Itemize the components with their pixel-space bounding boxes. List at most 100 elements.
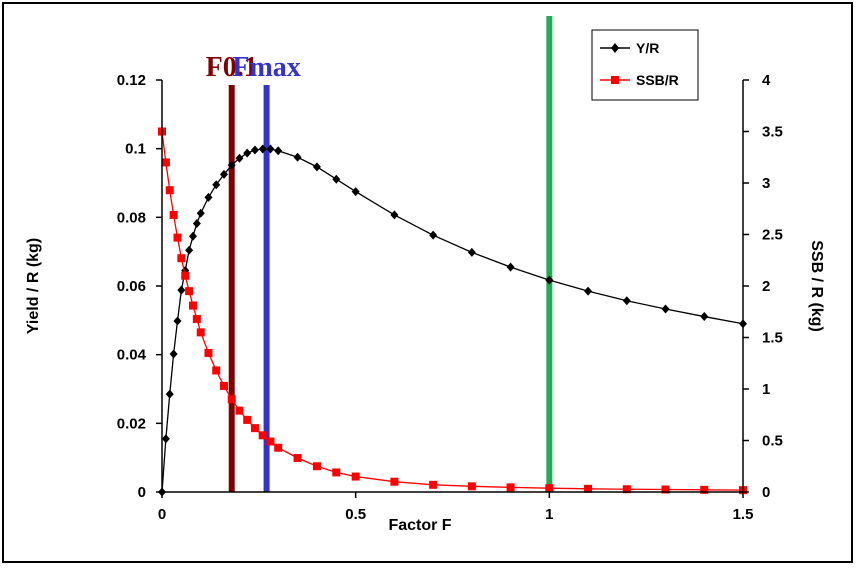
- ssbr-point: [243, 415, 252, 424]
- series-line-yr: [161, 148, 744, 493]
- ssbr-point: [173, 233, 182, 242]
- ssbr-point: [467, 482, 476, 491]
- yr-point: [467, 247, 476, 257]
- ssbr-point: [258, 431, 267, 440]
- yr-point: [196, 208, 205, 218]
- yr-point: [661, 304, 670, 314]
- right-y-tick-label: 4: [762, 72, 771, 89]
- right-y-tick-label: 2: [762, 278, 770, 295]
- legend-box: [591, 29, 699, 101]
- yr-point: [212, 180, 221, 190]
- ssbr-point: [700, 485, 709, 494]
- yr-point: [293, 152, 302, 162]
- ssbr-point: [584, 484, 593, 493]
- yr-point: [390, 210, 399, 220]
- ssbr-point: [390, 477, 399, 486]
- x-tick-label: 0: [158, 506, 166, 523]
- yr-point: [219, 169, 228, 179]
- left-y-tick-label: 0: [138, 484, 146, 501]
- legend-marker: [611, 76, 619, 84]
- yr-point: [192, 219, 201, 229]
- yr-point: [204, 192, 213, 202]
- right-y-tick-label: 2.5: [762, 227, 783, 244]
- ssbr-point: [192, 314, 201, 323]
- left-y-tick-label: 0.1: [125, 141, 146, 158]
- ssbr-point: [266, 437, 275, 446]
- yr-point: [312, 162, 321, 172]
- yr-point: [506, 262, 515, 272]
- ssbr-point: [661, 485, 670, 494]
- yr-point: [177, 285, 186, 295]
- left-y-tick-label: 0.02: [117, 415, 146, 432]
- ssbr-point: [351, 472, 360, 481]
- reference-line-label: Fmax: [232, 52, 300, 83]
- ssbr-point: [332, 468, 341, 477]
- ssbr-point: [506, 483, 515, 492]
- yr-point: [258, 144, 267, 154]
- x-axis-title: Factor F: [388, 517, 451, 534]
- yr-point: [429, 230, 438, 240]
- ssbr-point: [196, 328, 205, 337]
- right-y-tick-label: 1.5: [762, 330, 783, 347]
- chart-frame: [2, 2, 853, 563]
- x-tick-label: 1: [545, 506, 553, 523]
- yr-point: [622, 296, 631, 306]
- yr-point: [185, 245, 194, 255]
- ssbr-point: [250, 424, 259, 433]
- yr-point: [545, 275, 554, 285]
- ssbr-point: [622, 485, 631, 494]
- ticks: 0 0.5 1 1.5 0 0.02 0.04 0.06 0.08 0.1 0.12 0 0.5 1 1.5…: [117, 72, 783, 523]
- yr-point: [250, 145, 259, 155]
- ssbr-point: [188, 301, 197, 310]
- yr-point: [584, 286, 593, 296]
- ssbr-point: [219, 381, 228, 390]
- ssbr-point: [165, 186, 174, 195]
- right-y-tick-label: 3: [762, 175, 770, 192]
- ssbr-point: [235, 406, 244, 415]
- yr-point: [169, 349, 178, 359]
- legend: Y/R SSB/R: [591, 29, 699, 101]
- yr-point: [700, 312, 709, 322]
- left-y-axis-title: Yield / R (kg): [25, 238, 42, 334]
- ssbr-point: [161, 158, 170, 167]
- yr-point: [235, 153, 244, 163]
- ssbr-point: [274, 443, 283, 452]
- series-line-ssbr: [161, 131, 744, 491]
- legend-label: SSB/R: [636, 72, 679, 88]
- ssbr-point: [429, 480, 438, 489]
- legend-marker: [611, 43, 619, 53]
- right-y-tick-label: 0.5: [762, 433, 783, 450]
- ssbr-point: [204, 348, 213, 357]
- legend-label: Y/R: [636, 40, 659, 56]
- left-y-tick-label: 0.12: [117, 72, 146, 89]
- yr-point: [266, 144, 275, 154]
- left-y-tick-label: 0.06: [117, 278, 146, 295]
- x-tick-label: 0.5: [345, 506, 366, 523]
- ssbr-point: [545, 484, 554, 493]
- yr-point: [243, 148, 252, 158]
- yr-point: [161, 434, 170, 444]
- right-y-axis-title: SSB / R (kg): [808, 240, 825, 332]
- ssbr-point: [177, 254, 186, 263]
- ssbr-point: [181, 271, 190, 280]
- left-y-tick-label: 0.08: [117, 209, 146, 226]
- yr-point: [165, 389, 174, 399]
- x-tick-label: 1.5: [733, 506, 754, 523]
- ssbr-point: [293, 454, 302, 463]
- left-y-tick-label: 0.04: [117, 347, 147, 364]
- yr-point: [173, 316, 182, 326]
- right-y-tick-label: 3.5: [762, 124, 783, 141]
- axes: [161, 80, 744, 493]
- yr-point: [188, 231, 197, 241]
- series-layer: [158, 127, 747, 497]
- yr-point: [351, 187, 360, 197]
- ssbr-point: [212, 366, 221, 375]
- ssbr-point: [227, 395, 236, 404]
- ssbr-point: [185, 287, 194, 296]
- reference-line-label: F0.1: [206, 52, 258, 83]
- yr-point: [274, 146, 283, 156]
- ssbr-point: [312, 462, 321, 471]
- yr-point: [227, 160, 236, 170]
